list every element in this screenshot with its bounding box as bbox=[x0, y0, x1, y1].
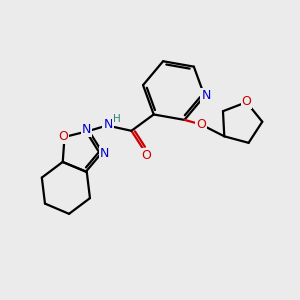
Text: N: N bbox=[82, 123, 91, 136]
Text: O: O bbox=[242, 95, 251, 108]
Text: O: O bbox=[196, 118, 206, 131]
Text: N: N bbox=[100, 147, 109, 160]
Text: N: N bbox=[103, 118, 112, 131]
Text: O: O bbox=[141, 149, 151, 162]
Text: N: N bbox=[201, 89, 211, 103]
Text: O: O bbox=[58, 130, 68, 143]
Text: H: H bbox=[113, 114, 120, 124]
